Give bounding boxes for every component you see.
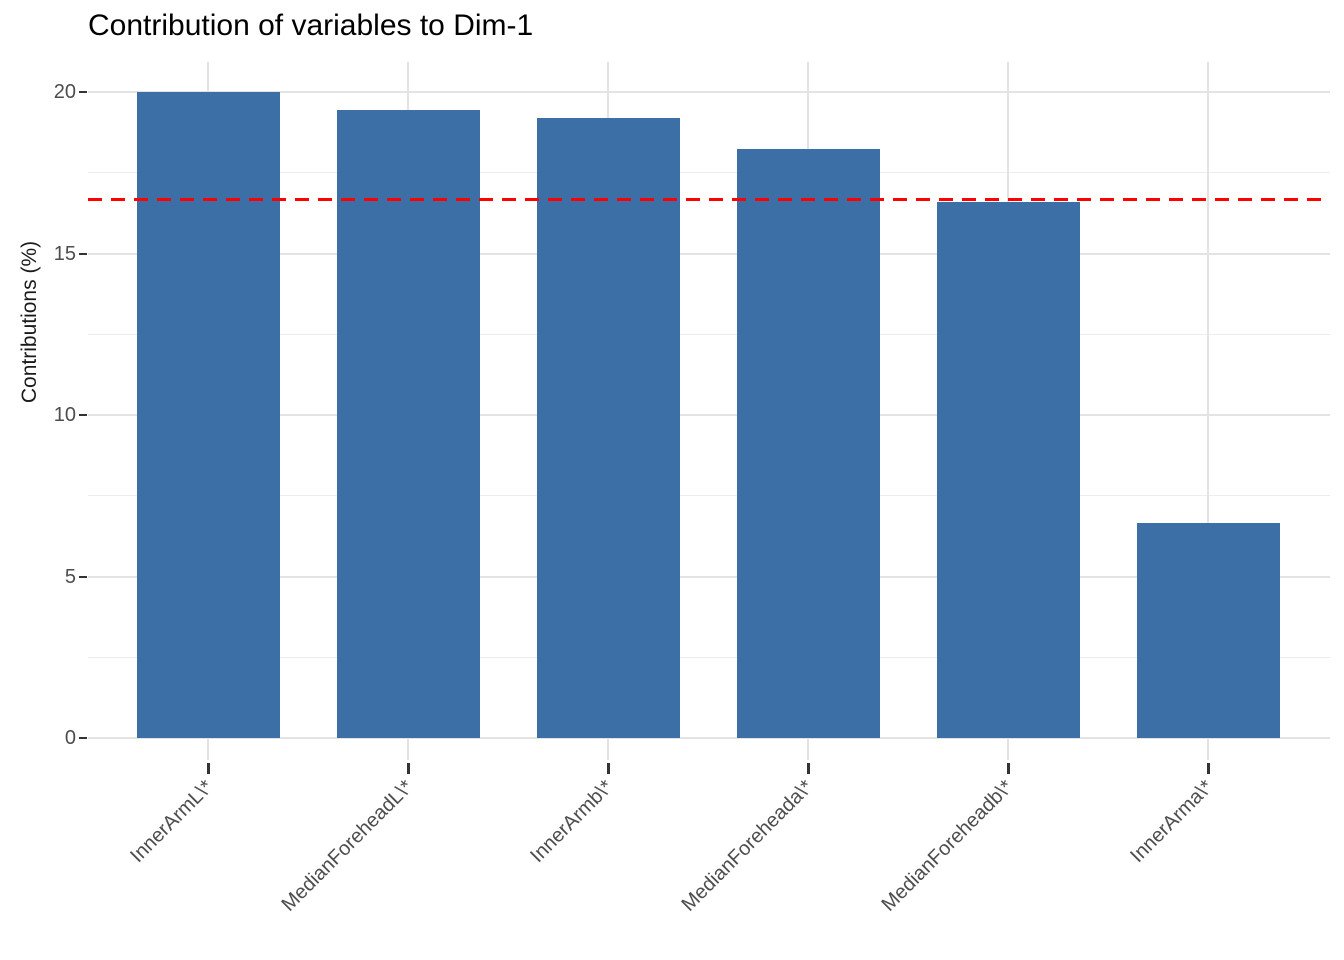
gridline-minor — [88, 172, 1330, 174]
y-tick-label: 0 — [64, 727, 76, 749]
expected-average-reference-line — [88, 198, 1330, 202]
gridline-major — [88, 737, 1330, 739]
y-axis-tick — [79, 414, 87, 416]
bar-innerarma — [1136, 523, 1280, 738]
plot-panel — [88, 62, 1330, 760]
y-axis-tick — [79, 252, 87, 255]
bar-medianforeheadl — [336, 109, 480, 738]
x-tick-label: MedianForeheada\* — [677, 776, 818, 916]
gridline-vertical — [1207, 62, 1209, 760]
x-axis-tick — [406, 763, 410, 774]
y-tick-label: 10 — [53, 404, 76, 426]
gridline-minor — [88, 656, 1330, 658]
chart-title: Contribution of variables to Dim-1 — [88, 9, 534, 42]
gridline-major — [88, 414, 1330, 416]
bar-innerarml — [136, 92, 280, 738]
y-tick-label: 5 — [64, 565, 76, 588]
x-tick-label: MedianForeheadb\* — [877, 776, 1018, 916]
x-axis-tick — [606, 763, 610, 774]
x-tick-label: InnerArmL\* — [126, 776, 218, 868]
x-tick-label: InnerArmb\* — [526, 776, 618, 868]
y-tick-label: 20 — [53, 81, 76, 103]
gridline-major — [88, 575, 1330, 578]
y-axis-tick — [79, 737, 87, 739]
x-axis-tick — [1006, 763, 1010, 774]
x-axis-tick — [206, 763, 210, 774]
y-axis-title: Contributions (%) — [18, 240, 41, 404]
y-axis-tick — [79, 575, 87, 578]
gridline-minor — [88, 495, 1330, 497]
x-tick-label: InnerArma\* — [1126, 776, 1218, 868]
bar-medianforeheadb — [936, 201, 1080, 738]
x-axis-tick — [1206, 763, 1210, 774]
bar-medianforeheada — [736, 148, 880, 738]
y-axis-tick — [79, 91, 87, 93]
gridline-minor — [88, 333, 1330, 335]
x-axis-tick — [806, 763, 810, 774]
bar-innerarmb — [536, 117, 680, 738]
x-tick-label: MedianForeheadL\* — [277, 776, 418, 916]
gridline-major — [88, 91, 1330, 93]
y-tick-label: 15 — [53, 242, 76, 265]
gridline-major — [88, 252, 1330, 255]
